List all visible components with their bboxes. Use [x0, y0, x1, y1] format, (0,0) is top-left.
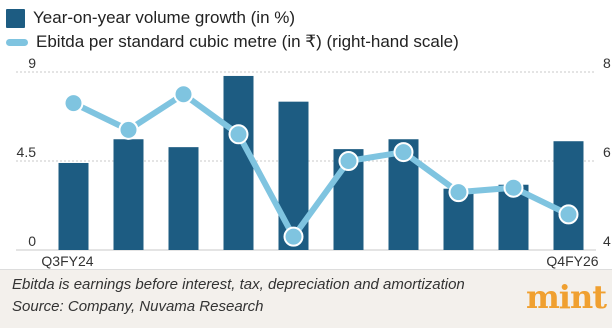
legend-label-line: Ebitda per standard cubic metre (in ₹) (…: [36, 32, 459, 51]
line-point: [503, 177, 524, 198]
legend-swatch-line: [6, 38, 28, 46]
legend-label-bars: Year-on-year volume growth (in %): [33, 8, 296, 27]
bar: [113, 139, 144, 250]
legend-item-bars: Year-on-year volume growth (in %): [6, 6, 459, 30]
line-point: [448, 182, 469, 203]
line-point: [558, 204, 579, 225]
y-right-tick-label: 8: [603, 55, 611, 71]
bar: [58, 162, 89, 250]
bar: [168, 147, 199, 250]
line-series: [70, 91, 572, 240]
line-point: [283, 226, 304, 247]
footnote: Ebitda is earnings before interest, tax,…: [12, 276, 465, 293]
combo-chart: 0 4.5 9 4 6 8 Q3FY24 Q4FY26: [16, 55, 611, 269]
chart-footer: Ebitda is earnings before interest, tax,…: [0, 269, 612, 328]
x-tick-label: Q4FY26: [546, 253, 598, 269]
y-left-tick-label: 9: [28, 55, 36, 71]
line-point: [118, 119, 139, 140]
y-right-tick-label: 6: [603, 144, 611, 160]
chart-legend: Year-on-year volume growth (in %) Ebitda…: [6, 6, 459, 54]
x-tick-label: Q3FY24: [41, 253, 93, 269]
line-point: [63, 93, 84, 114]
y-right-tick-label: 4: [603, 233, 611, 249]
bar: [553, 141, 584, 250]
line-point: [173, 84, 194, 105]
mint-logo: mint: [525, 278, 607, 316]
bar: [223, 75, 254, 250]
y-left-tick-label: 4.5: [17, 144, 37, 160]
line-point: [338, 151, 359, 171]
legend-item-line: Ebitda per standard cubic metre (in ₹) (…: [6, 30, 459, 54]
line-point: [228, 124, 249, 145]
source-note: Source: Company, Nuvama Research: [12, 298, 264, 315]
legend-swatch-bar: [6, 8, 25, 28]
line-point: [393, 142, 414, 163]
y-left-tick-label: 0: [28, 233, 36, 249]
